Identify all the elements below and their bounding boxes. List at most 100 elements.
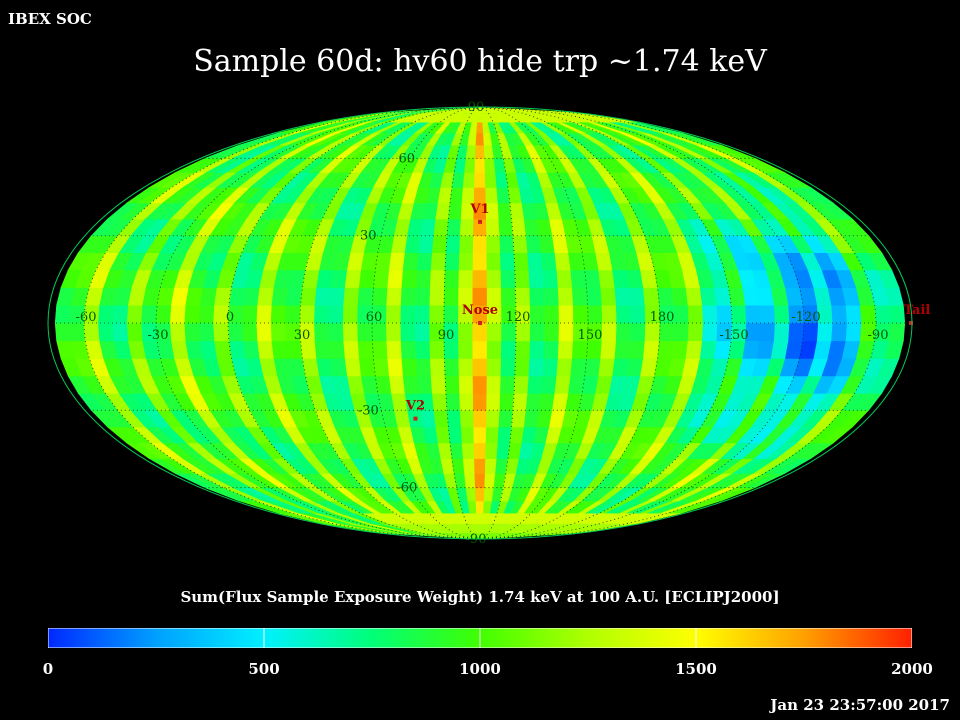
- flux-cell: [802, 322, 819, 342]
- flux-cell: [845, 322, 862, 342]
- flux-cell: [500, 252, 516, 271]
- flux-cell: [498, 218, 514, 236]
- meridian-line: [371, 107, 481, 539]
- flux-cell: [673, 304, 690, 324]
- flux-cell: [328, 304, 345, 324]
- meridian-line: [479, 107, 589, 539]
- flux-cell: [500, 358, 516, 377]
- flux-cell: [285, 287, 303, 306]
- flux-cell: [499, 392, 515, 411]
- flux-cell: [83, 322, 101, 342]
- flux-cell: [614, 287, 632, 306]
- latitude-label: -30: [358, 403, 379, 418]
- flux-cell: [242, 322, 258, 342]
- marker-label: V2: [405, 399, 425, 414]
- flux-cell: [400, 340, 417, 359]
- flux-cell: [214, 340, 232, 359]
- flux-cell: [458, 375, 474, 394]
- flux-cell: [571, 287, 588, 306]
- flux-cell: [558, 322, 574, 342]
- flux-cell: [475, 500, 485, 514]
- flux-cell: [472, 322, 488, 342]
- org-label: IBEX SOC: [8, 10, 92, 28]
- flux-cell: [69, 322, 86, 342]
- marker-dot: [413, 416, 418, 421]
- flux-cell: [702, 304, 718, 324]
- flux-cell: [685, 287, 703, 306]
- flux-cell: [473, 409, 487, 428]
- flux-cell: [554, 252, 572, 271]
- flux-cell: [435, 426, 451, 444]
- flux-cell: [358, 269, 376, 288]
- longitude-label: 120: [506, 310, 531, 325]
- flux-cell: [126, 304, 144, 324]
- flux-cell: [628, 340, 646, 359]
- flux-cell: [459, 392, 474, 411]
- flux-cell: [54, 304, 72, 324]
- flux-cell: [437, 442, 453, 459]
- flux-cell: [484, 458, 498, 474]
- flux-cell: [699, 340, 718, 359]
- latitude-label: -60: [396, 481, 417, 496]
- flux-cell: [845, 304, 862, 324]
- flux-cell: [414, 322, 431, 342]
- flux-cell: [449, 187, 464, 204]
- flux-cell: [486, 358, 502, 377]
- flux-cell: [699, 287, 718, 306]
- flux-cell: [330, 358, 348, 377]
- flux-cell: [446, 409, 462, 428]
- colorbar-tick-label: 0: [42, 660, 54, 678]
- flux-cell: [759, 322, 776, 342]
- flux-cell: [285, 304, 301, 324]
- flux-cell: [687, 322, 704, 342]
- flux-cell: [644, 322, 661, 342]
- flux-cell: [387, 269, 404, 288]
- flux-cell: [431, 235, 448, 253]
- flux-cell: [458, 340, 474, 359]
- flux-cell: [584, 358, 602, 377]
- flux-cell: [687, 304, 704, 324]
- flux-cell: [256, 304, 273, 324]
- flux-cell: [475, 132, 485, 146]
- flux-cell: [528, 269, 545, 288]
- flux-cell: [500, 269, 516, 288]
- flux-cell: [429, 287, 445, 306]
- flux-cell: [831, 304, 848, 324]
- flux-cell: [271, 287, 289, 306]
- flux-cell: [476, 121, 484, 134]
- flux-cell: [472, 340, 488, 359]
- flux-cell: [242, 304, 258, 324]
- flux-cell: [242, 287, 261, 306]
- flux-cell: [486, 322, 502, 342]
- flux-cell: [586, 287, 603, 306]
- flux-cell: [472, 252, 488, 271]
- flux-cell: [615, 322, 632, 342]
- flux-cell: [543, 340, 560, 359]
- flux-cell: [372, 287, 389, 306]
- flux-cell: [557, 340, 574, 359]
- marker-dot: [909, 321, 913, 325]
- flux-cell: [451, 458, 465, 474]
- flux-cell: [458, 269, 474, 288]
- flux-cell: [170, 322, 187, 342]
- flux-cell: [614, 340, 632, 359]
- marker-dot: [478, 219, 482, 224]
- flux-cell: [816, 322, 834, 342]
- flux-cell: [270, 322, 287, 342]
- flux-cell: [372, 340, 389, 359]
- meridian-line: [479, 107, 733, 539]
- flux-cell: [528, 358, 545, 377]
- flux-cell: [314, 340, 332, 359]
- flux-cell: [198, 322, 215, 342]
- flux-cell: [888, 322, 906, 342]
- latitude-label: 60: [399, 151, 416, 166]
- flux-cell: [343, 287, 360, 306]
- flux-cell: [628, 287, 646, 306]
- flux-cell: [435, 202, 451, 220]
- flux-cell: [511, 218, 527, 236]
- flux-cell: [445, 235, 461, 253]
- flux-cell: [300, 340, 317, 359]
- flux-cell: [357, 287, 374, 306]
- flux-cell: [474, 487, 486, 502]
- flux-cell: [601, 304, 618, 324]
